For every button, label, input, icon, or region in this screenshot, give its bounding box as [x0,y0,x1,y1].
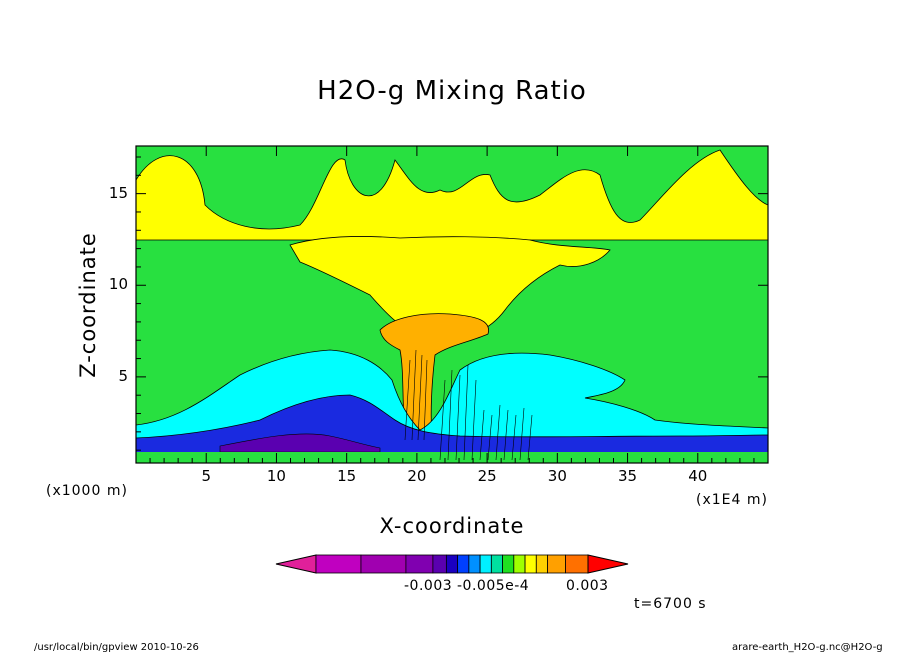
convective-streaks [404,349,533,461]
x-tick-label: 15 [337,467,357,485]
anvil-yellow [289,236,611,341]
colorbar-segment [502,554,515,574]
x-unit-label: (x1E4 m) [696,492,768,508]
colorbar-segment [457,554,470,574]
colorbar-max-arrow [587,554,629,574]
colorbar-segment [360,554,407,574]
colorbar-segment [468,554,481,574]
y-tick-label: 15 [108,183,128,202]
x-tick-label: 20 [407,467,427,485]
x-axis-label: X-coordinate [379,514,525,538]
colorbar [275,554,629,574]
y-tick-label: 5 [118,366,128,385]
colorbar-segment [565,554,589,574]
x-tick-label: 40 [688,467,708,485]
plot-area [136,146,768,463]
colorbar-segment [547,554,566,574]
colorbar-segment [405,554,434,574]
surface-green-strip [136,452,768,463]
colorbar-label-0: -0.003 [404,578,453,594]
colorbar-label-1: -0.005e-4 [457,578,530,594]
colorbar-segment [432,554,447,574]
colorbar-segment [535,554,548,574]
colorbar-segment [315,554,362,574]
y-tick-label: 10 [108,275,128,294]
colorbar-segment [479,554,492,574]
colorbar-label-2: 0.003 [566,578,609,594]
x-tick-label: 10 [266,467,286,485]
x-tick-label: 35 [618,467,638,485]
colorbar-segment [445,554,459,574]
x-tick-label: 5 [201,467,211,485]
footer-left: /usr/local/bin/gpview 2010-10-26 [34,642,199,653]
colorbar-segment [513,554,526,574]
x-tick-marks [149,146,755,463]
y-unit-label: (x1000 m) [46,483,128,499]
x-tick-label: 25 [477,467,497,485]
x-tick-label: 30 [547,467,567,485]
y-tick-marks [136,156,768,451]
colorbar-segment [490,554,503,574]
colorbar-min-arrow [275,554,317,574]
upper-yellow-layer [136,149,768,241]
chart-title: H2O-g Mixing Ratio [317,76,587,106]
y-axis-label: Z-coordinate [76,232,100,378]
plot-frame [135,145,769,464]
time-label: t=6700 s [634,596,707,612]
footer-right: arare-earth_H2O-g.nc@H2O-g [732,642,883,653]
colorbar-segment [524,554,537,574]
